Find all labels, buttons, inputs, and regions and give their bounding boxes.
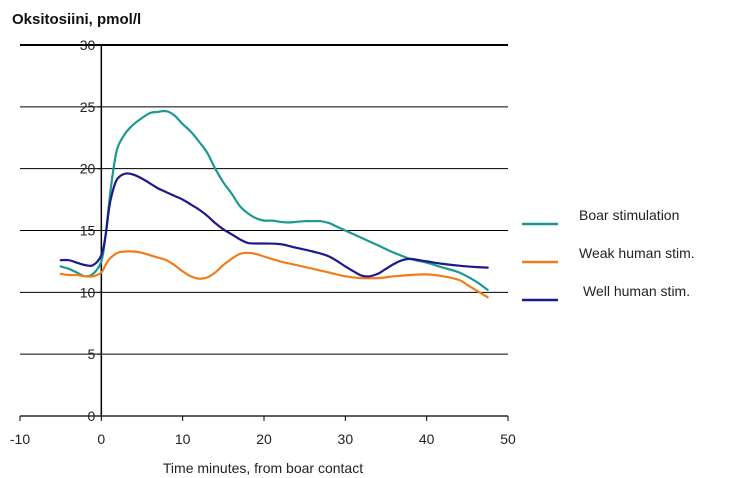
series-line-well-human-stim <box>59 172 489 278</box>
legend: Boar stimulation Weak human stim. Well hum… <box>522 207 695 302</box>
x-tick-label: 30 <box>338 431 354 447</box>
y-tick-labels: 0 5 10 15 20 25 30 <box>80 37 96 424</box>
y-tick-label: 30 <box>80 37 96 53</box>
x-tick-label: 40 <box>419 431 435 447</box>
y-axis-label: Oksitosiini, pmol/l <box>12 11 141 28</box>
x-tick-labels: -10 0 10 20 30 40 50 <box>10 431 516 447</box>
x-tick-label: -10 <box>10 431 30 447</box>
legend-label-weak-human-stim: Weak human stim. <box>579 245 695 261</box>
y-tick-label: 10 <box>80 284 96 300</box>
y-tick-label: 5 <box>88 346 96 362</box>
series-lines <box>59 109 489 299</box>
x-tick-label: 10 <box>175 431 191 447</box>
y-tick-label: 15 <box>80 223 96 239</box>
series-line-boar-stimulation <box>59 109 489 291</box>
x-tick-label: 0 <box>97 431 105 447</box>
y-tick-label: 25 <box>80 99 96 115</box>
legend-label-boar-stimulation: Boar stimulation <box>579 207 679 223</box>
axes <box>19 44 509 421</box>
legend-label-well-human-stim: Well human stim. <box>583 283 690 299</box>
x-axis-label: Time minutes, from boar contact <box>163 460 363 476</box>
y-tick-label: 0 <box>88 408 96 424</box>
y-tick-label: 20 <box>80 161 96 177</box>
series-line-weak-human-stim <box>59 250 489 299</box>
x-tick-label: 20 <box>256 431 272 447</box>
x-tick-label: 50 <box>500 431 516 447</box>
